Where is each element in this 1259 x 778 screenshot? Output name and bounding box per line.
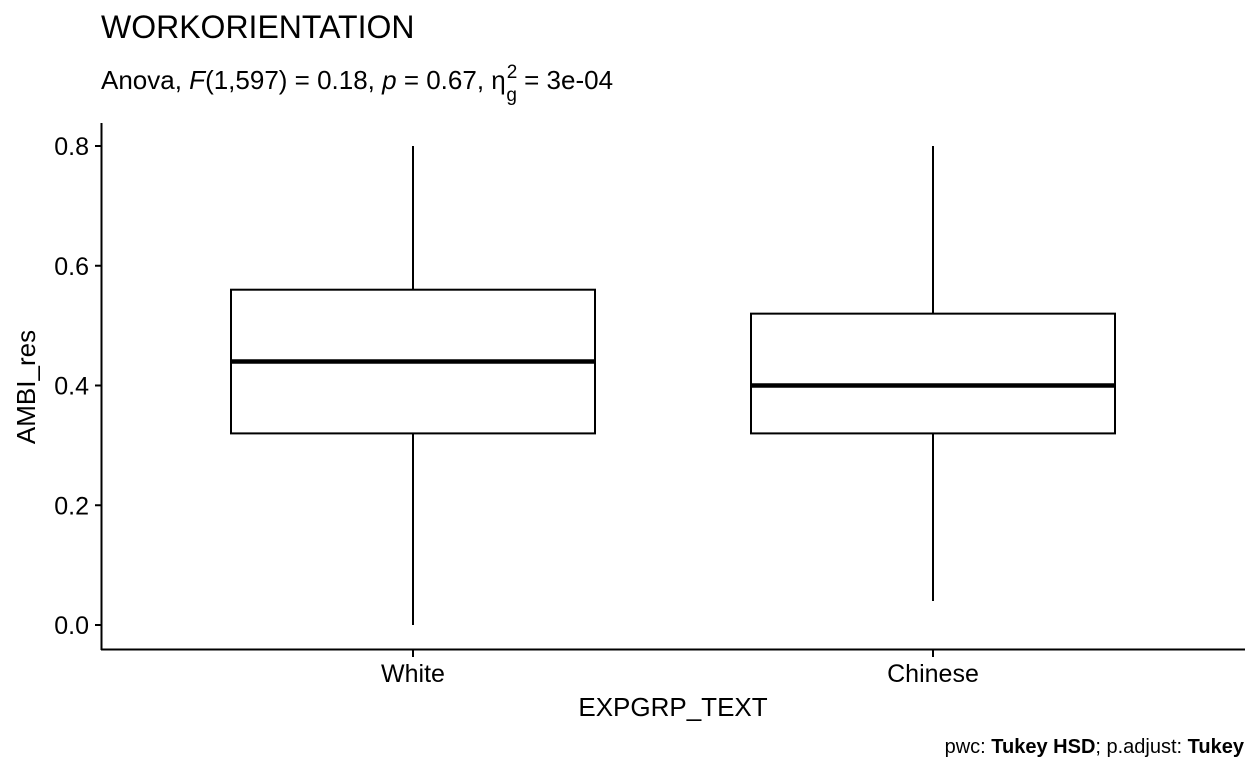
chart-title: WORKORIENTATION xyxy=(101,9,414,45)
subtitle-effect-sub: g xyxy=(506,85,517,106)
caption-pwc-label: pwc: xyxy=(945,736,992,758)
chart-subtitle: Anova, F(1,597) = 0.18, p = 0.67, η2 g = … xyxy=(101,62,613,106)
caption-adjust-method: Tukey xyxy=(1188,736,1245,758)
subtitle-effect-text: = 3e-04 xyxy=(517,65,613,95)
caption: pwc: Tukey HSD; p.adjust: Tukey xyxy=(945,736,1245,758)
subtitle-p-symbol: p xyxy=(381,65,396,95)
y-tick-label: 0.0 xyxy=(54,612,89,640)
subtitle-effect-symbol: η xyxy=(491,65,505,95)
plot-area: 0.0 0.2 0.4 0.6 0.8 White Chinese xyxy=(54,133,1116,688)
subtitle-effect-sup: 2 xyxy=(507,62,518,83)
caption-pwc-method: Tukey HSD xyxy=(991,736,1095,758)
x-tick-label: Chinese xyxy=(887,660,979,688)
y-tick-label: 0.6 xyxy=(54,253,89,281)
subtitle-stat-name: F xyxy=(189,65,207,95)
caption-adjust-label: ; p.adjust: xyxy=(1095,736,1187,758)
y-tick-label: 0.2 xyxy=(54,492,89,520)
subtitle-prefix: Anova, xyxy=(101,65,189,95)
box-chinese xyxy=(750,312,1116,435)
y-tick-label: 0.4 xyxy=(54,373,89,401)
y-axis-title: AMBI_res xyxy=(11,330,41,444)
y-tick-label: 0.8 xyxy=(54,133,89,161)
subtitle-stat-args: (1,597) = 0.18, xyxy=(205,65,382,95)
x-axis-title: EXPGRP_TEXT xyxy=(578,692,767,722)
x-tick-label: White xyxy=(381,660,445,688)
subtitle-p-text: = 0.67, xyxy=(397,65,492,95)
